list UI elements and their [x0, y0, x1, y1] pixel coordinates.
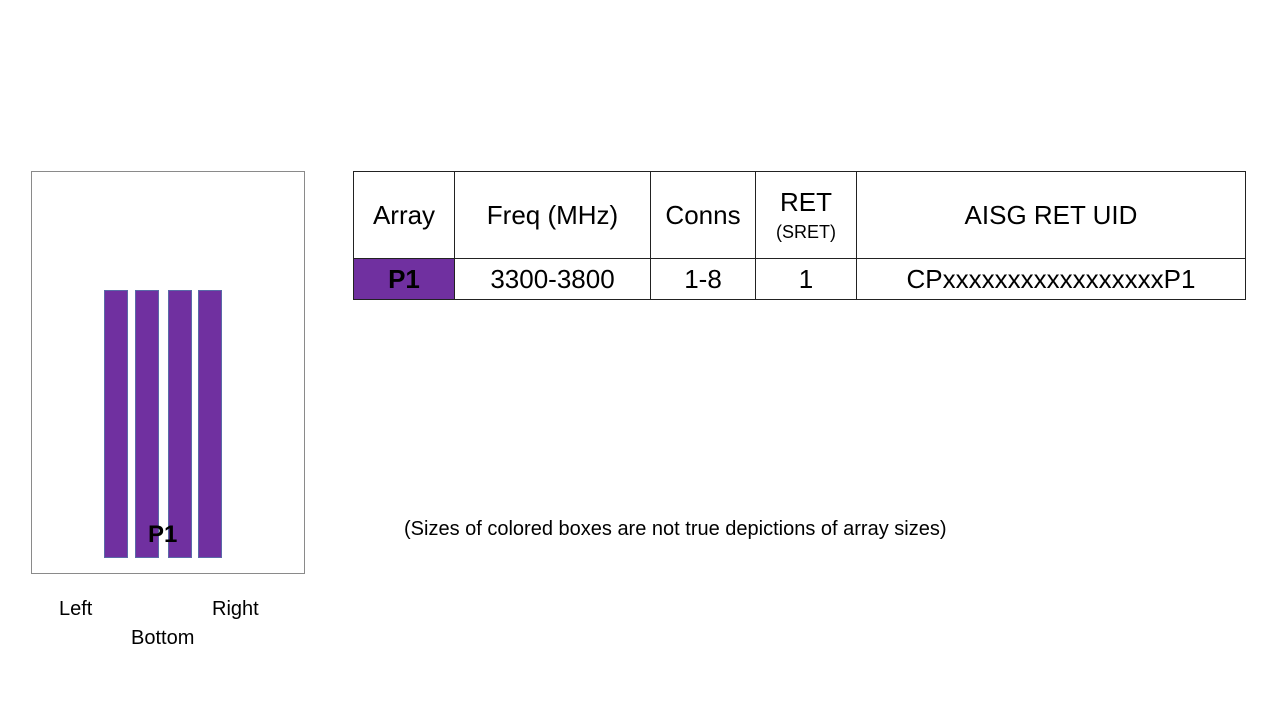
cell-array: P1 — [353, 258, 455, 300]
cell-ret: 1 — [755, 258, 857, 300]
cell-freq: 3300-3800 — [454, 258, 651, 300]
cell-conns: 1-8 — [650, 258, 756, 300]
header-freq: Freq (MHz) — [454, 171, 651, 259]
header-uid: AISG RET UID — [856, 171, 1246, 259]
header-array: Array — [353, 171, 455, 259]
table-header-row: Array Freq (MHz) Conns RET (SRET) AISG RE… — [353, 171, 1246, 259]
array-element-bar — [104, 290, 128, 558]
table-row: P1 3300-3800 1-8 1 CPxxxxxxxxxxxxxxxxxP1 — [353, 258, 1246, 300]
bottom-label: Bottom — [131, 627, 195, 649]
size-disclaimer-note: (Sizes of colored boxes are not true dep… — [404, 518, 947, 540]
array-table: Array Freq (MHz) Conns RET (SRET) AISG RE… — [353, 171, 1246, 300]
cell-uid: CPxxxxxxxxxxxxxxxxxP1 — [856, 258, 1246, 300]
array-diagram: P1 — [31, 171, 305, 574]
array-element-bar — [135, 290, 159, 558]
header-ret: RET (SRET) — [755, 171, 857, 259]
array-element-bar — [168, 290, 192, 558]
right-label: Right — [212, 598, 259, 620]
header-ret-label: RET — [780, 187, 832, 217]
left-label: Left — [59, 598, 93, 620]
header-conns: Conns — [650, 171, 756, 259]
array-element-bar — [198, 290, 222, 558]
header-ret-sub: (SRET) — [776, 222, 836, 242]
array-label: P1 — [148, 521, 178, 548]
